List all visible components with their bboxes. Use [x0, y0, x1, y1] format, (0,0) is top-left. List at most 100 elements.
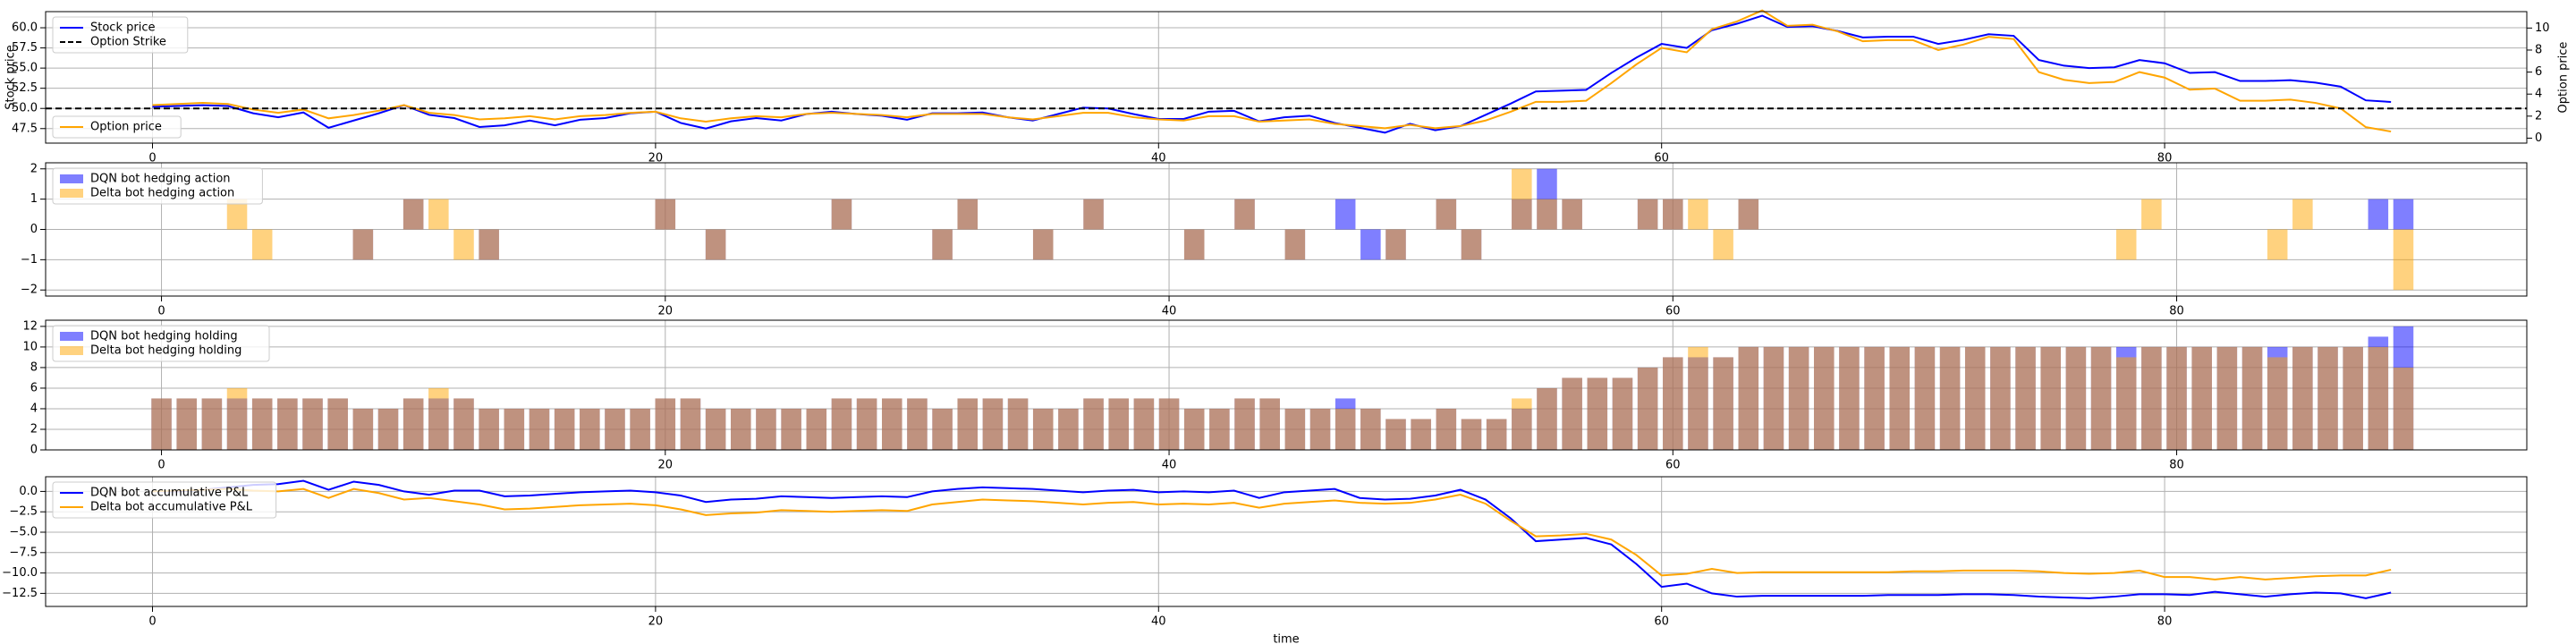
bar — [1234, 199, 1255, 230]
legend-box — [52, 481, 277, 519]
plot-frame — [45, 162, 2528, 297]
bar — [1688, 346, 1708, 450]
x-tick-label: 40 — [1151, 615, 1166, 629]
x-tick-label: 0 — [148, 615, 156, 629]
line-series — [152, 9, 2392, 133]
bar — [1234, 398, 1255, 450]
y-tick-label: 4 — [30, 402, 38, 415]
y-tick-label: −12.5 — [2, 587, 38, 600]
x-tick-label: 80 — [2157, 152, 2173, 165]
line-series — [152, 14, 2392, 134]
bar — [1108, 398, 1129, 450]
legend-label: DQN bot hedging holding — [90, 330, 238, 343]
bar — [831, 199, 852, 230]
bar — [655, 199, 676, 230]
bar — [1537, 199, 1557, 230]
y-tick-label: 0.0 — [19, 485, 38, 498]
bar — [402, 199, 424, 230]
bar — [881, 398, 902, 450]
bar — [932, 408, 953, 450]
y2-axis-label: Option price — [2557, 42, 2571, 114]
bar — [580, 408, 600, 450]
y-tick-label: 50.0 — [12, 102, 38, 115]
bar — [1360, 408, 1381, 450]
bar — [1814, 346, 1835, 450]
bar — [705, 408, 726, 450]
x-tick-label: 0 — [157, 305, 165, 318]
bar — [2267, 357, 2288, 450]
bar — [453, 229, 474, 260]
bar — [1889, 346, 1911, 450]
line-series — [152, 487, 2392, 580]
x-tick-label: 20 — [658, 305, 674, 318]
bar — [1512, 168, 1532, 230]
bar — [352, 229, 374, 260]
legend-swatch — [60, 189, 83, 198]
bar — [226, 199, 248, 230]
bar — [479, 229, 499, 260]
bar — [251, 229, 273, 260]
y-tick-label: 60.0 — [12, 21, 38, 35]
bar — [957, 398, 979, 450]
bar — [151, 398, 172, 450]
bar — [2393, 199, 2414, 230]
y-tick-label: 57.5 — [12, 41, 38, 55]
bar — [1713, 357, 1733, 450]
bar — [2368, 346, 2389, 450]
y-tick-label: −1 — [21, 253, 38, 267]
bar — [1688, 199, 1708, 230]
y2-tick-label: 0 — [2535, 131, 2542, 145]
bar — [1964, 346, 1986, 450]
bar — [2216, 346, 2238, 450]
bar — [1990, 346, 2011, 450]
x-tick-label: 80 — [2169, 305, 2184, 318]
bar — [226, 387, 248, 450]
bar — [1537, 387, 1557, 450]
bar — [352, 408, 374, 450]
bar — [2115, 357, 2137, 450]
x-tick-label: 80 — [2169, 459, 2184, 472]
bar — [1713, 229, 1733, 260]
bar — [655, 398, 676, 450]
bar — [1284, 408, 1306, 450]
x-tick-label: 20 — [648, 615, 664, 629]
bar — [1587, 377, 1608, 450]
x-tick-label: 20 — [648, 152, 664, 165]
legend-label: Delta bot hedging action — [90, 187, 234, 200]
bar — [2393, 367, 2414, 450]
bar — [1007, 398, 1029, 450]
legend-swatch — [60, 346, 83, 355]
bar — [1738, 346, 1759, 450]
plot-frame — [45, 476, 2528, 607]
bar — [529, 408, 550, 450]
bar — [428, 199, 449, 230]
y-tick-label: 47.5 — [12, 122, 38, 135]
bar — [402, 398, 424, 450]
bar — [1158, 398, 1180, 450]
bar — [1763, 346, 1784, 450]
bar — [2065, 346, 2087, 450]
bar — [428, 387, 449, 450]
bar — [377, 408, 399, 450]
bar — [302, 398, 323, 450]
x-tick-label: 60 — [1654, 615, 1669, 629]
bar — [1436, 199, 1457, 230]
y-tick-label: 6 — [30, 381, 38, 394]
plot-background — [46, 12, 2527, 143]
bar — [605, 408, 625, 450]
bar — [856, 398, 877, 450]
legend-label: DQN bot accumulative P&L — [90, 487, 249, 500]
bar — [2241, 346, 2263, 450]
x-tick-label: 0 — [157, 459, 165, 472]
plot-frame — [45, 11, 2528, 144]
legend-label: Delta bot hedging holding — [90, 344, 242, 358]
bar — [2115, 229, 2137, 260]
bar — [781, 408, 801, 450]
bar — [756, 408, 776, 450]
y-tick-label: 8 — [30, 360, 38, 374]
bar — [277, 398, 298, 450]
bar — [1058, 408, 1079, 450]
bar — [2141, 199, 2162, 230]
x-tick-label: 60 — [1654, 152, 1669, 165]
